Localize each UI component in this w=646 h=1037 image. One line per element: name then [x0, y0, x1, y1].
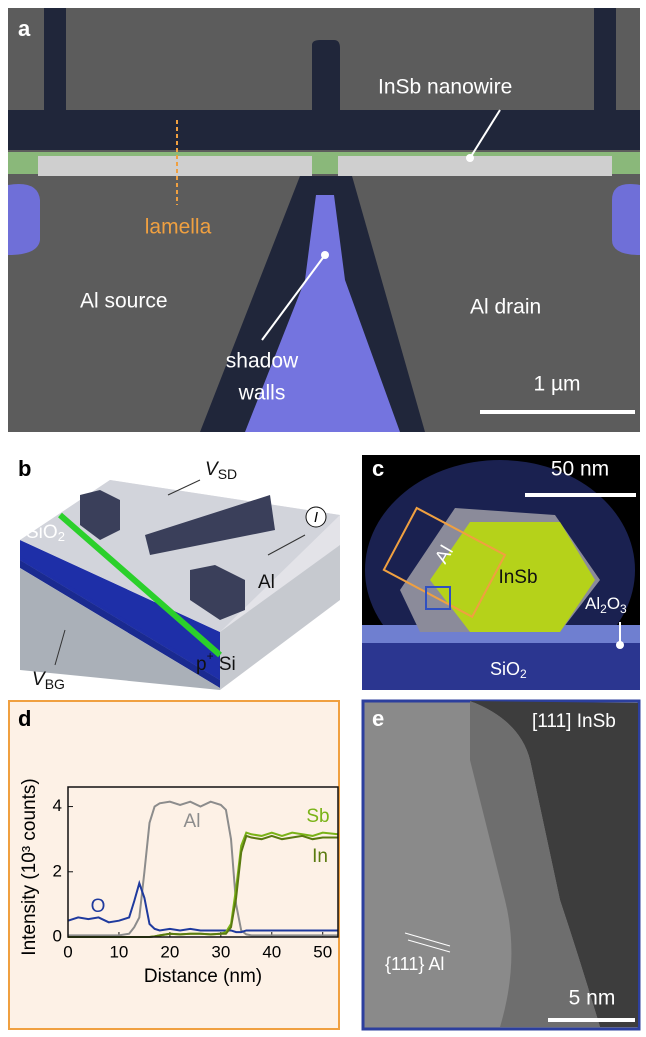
annotation: InSb nanowire [378, 76, 512, 99]
annotation: Al drain [470, 296, 541, 319]
lead-wire [167, 479, 201, 496]
lead-wire [54, 629, 66, 666]
y-axis-label: Intensity (10³ counts) [19, 778, 40, 955]
plot-frame [67, 786, 339, 938]
hrtem-box [425, 586, 451, 610]
lead [612, 184, 640, 255]
lead-wire [267, 534, 306, 556]
oxide-front [20, 540, 220, 680]
plane-mark [404, 932, 451, 947]
annotation: SiO2 [26, 522, 65, 544]
ammeter [305, 506, 327, 528]
contact [80, 490, 120, 540]
x-tick-label: 40 [262, 942, 281, 961]
annotation: Al2O3 [585, 594, 627, 616]
panel-a: a InSb nanowire lamella Al source Al dra… [8, 8, 640, 432]
pointer-dot [616, 641, 624, 649]
x-tick-label: 30 [211, 942, 230, 961]
insb-core [430, 522, 595, 632]
scale-label: 5 nm [569, 987, 616, 1010]
x-tick-label: 10 [109, 942, 128, 961]
insb-region [470, 701, 638, 1027]
annotation: SiO2 [490, 659, 527, 681]
panel-label: b [18, 456, 31, 481]
scale-label: 50 nm [551, 458, 609, 481]
x-tick-label: 0 [63, 942, 72, 961]
lead [8, 184, 40, 255]
annotation: Al [258, 572, 275, 593]
subscript: 2 [600, 602, 607, 616]
lamella-box [382, 506, 507, 619]
nanowire [38, 156, 312, 176]
series-label: In [312, 846, 328, 867]
panel-c: c 50 nm Al InSb Al2O3 SiO2 [362, 455, 640, 690]
x-tick-label: 20 [160, 942, 179, 961]
symbol: V [205, 459, 220, 480]
annotation: VSD [205, 459, 237, 482]
symbol: V [32, 669, 47, 690]
subscript: BG [45, 676, 65, 692]
panel-b: b VSD I SiO2 Al VBG p+ Si [18, 456, 340, 692]
contact [190, 565, 245, 620]
nanowire [338, 156, 612, 176]
trench [8, 8, 640, 150]
panel-label: d [18, 706, 31, 731]
text: p [196, 654, 207, 675]
y-tick-label: 0 [53, 926, 62, 945]
subscript: 2 [58, 529, 65, 544]
annotation: I [314, 509, 318, 526]
series-line [67, 879, 338, 934]
panel-label: a [18, 16, 31, 41]
text: Al [585, 594, 600, 613]
panel-d [8, 700, 340, 1030]
text: O [607, 594, 620, 613]
pointer-dot [466, 154, 474, 162]
text: SiO [26, 522, 58, 543]
plane-mark [407, 939, 451, 953]
panel-e: e [111] InSb {111} Al 5 nm [361, 699, 641, 1031]
annotation: lamella [145, 216, 212, 239]
pointer-dot [321, 251, 329, 259]
panel-label: c [372, 456, 384, 481]
series-label: Sb [306, 806, 329, 827]
subscript: 2 [520, 667, 527, 681]
shadow-wall [245, 195, 400, 432]
series-line [68, 800, 338, 937]
text: SiO [490, 659, 520, 679]
superscript: + [207, 649, 214, 663]
annotation: VBG [32, 669, 65, 692]
plot: 0 10 20 30 40 50 0 2 4 Al O Sb In Distance (nm) Intens… [19, 778, 339, 987]
pointer [469, 109, 501, 159]
annotation: Al source [80, 290, 168, 313]
oxide [20, 560, 220, 688]
x-tick-label: 50 [313, 942, 332, 961]
oxide [20, 556, 220, 680]
x-axis-label: Distance (nm) [144, 966, 262, 987]
subscript: 3 [620, 602, 627, 616]
panel-label: e [372, 706, 384, 731]
gate [145, 495, 275, 555]
y-tick-label: 4 [53, 796, 62, 815]
annotation: [111] InSb [532, 711, 616, 732]
subscript: SD [218, 466, 237, 482]
scale-label: 1 µm [533, 373, 580, 396]
substrate [362, 640, 640, 690]
nanowire [58, 512, 222, 658]
annotation: shadow [226, 350, 299, 373]
substrate-side [220, 545, 340, 690]
series-label: Al [184, 811, 201, 832]
annotation: InSb [498, 567, 537, 588]
substrate [20, 568, 220, 690]
text: Si [214, 654, 236, 675]
annotation: walls [238, 382, 286, 405]
annotation: {111} Al [385, 954, 444, 974]
series-label: O [91, 896, 106, 917]
al-region [470, 701, 600, 1027]
pointer [261, 254, 326, 341]
annotation: p+ Si [196, 649, 236, 675]
y-tick-label: 2 [53, 861, 62, 880]
